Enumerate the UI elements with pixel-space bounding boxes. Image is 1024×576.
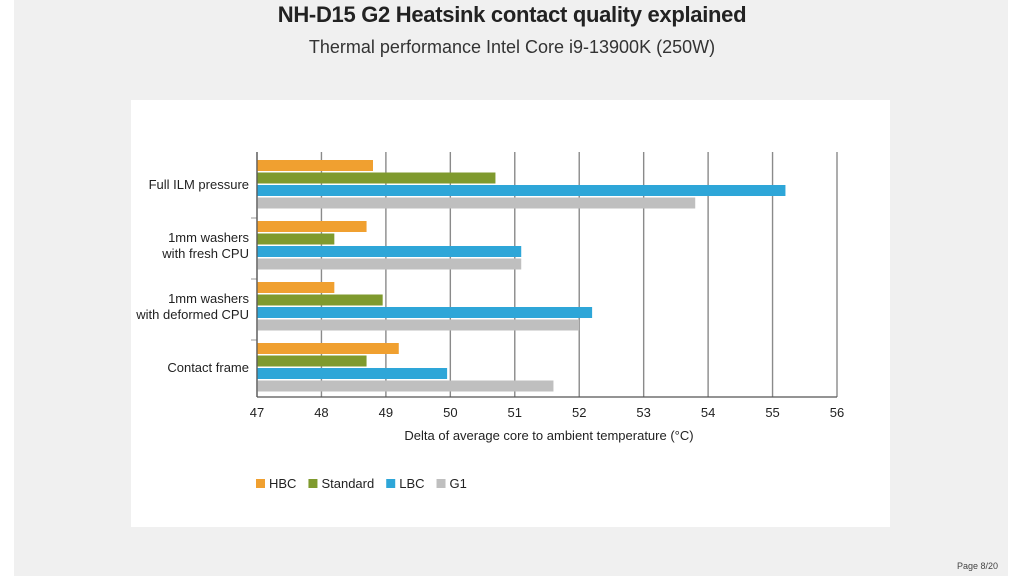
x-tick-label: 48	[314, 405, 328, 420]
y-category-label: 1mm washers	[168, 291, 249, 306]
legend: HBC Standard LBC G1	[256, 476, 467, 491]
x-tick-label: 53	[636, 405, 650, 420]
bar-standard	[257, 294, 383, 306]
legend-swatch-lbc	[386, 479, 396, 488]
bar-standard	[257, 233, 335, 245]
bar-g1	[257, 197, 696, 209]
page-subtitle: Thermal performance Intel Core i9-13900K…	[308, 37, 716, 57]
legend-swatch-hbc	[256, 479, 265, 488]
bar-hbc	[257, 343, 399, 354]
bar-lbc	[257, 368, 448, 379]
bar-g1	[257, 380, 554, 392]
y-category-label: Full ILM pressure	[149, 177, 249, 192]
chart-panel: 47 48 49 50 51 52 53 54 55 56 Full ILM pressure 1mm…	[131, 100, 890, 527]
x-axis-label: Delta of average core to ambient tempera…	[404, 428, 693, 443]
bar-series	[257, 160, 786, 392]
x-tick-label: 51	[508, 405, 522, 420]
legend-swatch-g1	[436, 479, 446, 488]
legend-label-hbc: HBC	[269, 476, 296, 491]
bar-lbc	[257, 307, 593, 318]
x-tick-label: 55	[765, 405, 779, 420]
bar-hbc	[257, 160, 373, 171]
page-number: Page 8/20	[956, 561, 998, 571]
bar-hbc	[257, 282, 335, 293]
x-tick-label: 49	[379, 405, 393, 420]
x-tick-label: 52	[572, 405, 586, 420]
bar-lbc	[257, 185, 786, 196]
bar-hbc	[257, 221, 367, 232]
legend-swatch-standard	[308, 479, 318, 488]
legend-label-standard: Standard	[321, 476, 374, 491]
y-category-label: with deformed CPU	[135, 307, 249, 322]
bar-lbc	[257, 246, 522, 257]
y-category-label: with fresh CPU	[161, 246, 249, 261]
legend-label-g1: G1	[450, 476, 467, 491]
bar-standard	[257, 172, 496, 184]
x-tick-label: 50	[443, 405, 457, 420]
y-category-label: 1mm washers	[168, 230, 249, 245]
x-tick-label: 47	[250, 405, 264, 420]
axes: 47 48 49 50 51 52 53 54 55 56 Full ILM pressure 1mm…	[135, 152, 844, 420]
bar-g1	[257, 319, 580, 331]
y-category-label: Contact frame	[167, 360, 249, 375]
legend-label-lbc: LBC	[399, 476, 424, 491]
bar-chart: 47 48 49 50 51 52 53 54 55 56 Full ILM pressure 1mm…	[135, 152, 844, 491]
x-tick-label: 56	[830, 405, 844, 420]
bar-g1	[257, 258, 522, 270]
page-title: NH-D15 G2 Heatsink contact quality expla…	[277, 2, 747, 27]
bar-standard	[257, 355, 367, 367]
x-tick-label: 54	[701, 405, 715, 420]
